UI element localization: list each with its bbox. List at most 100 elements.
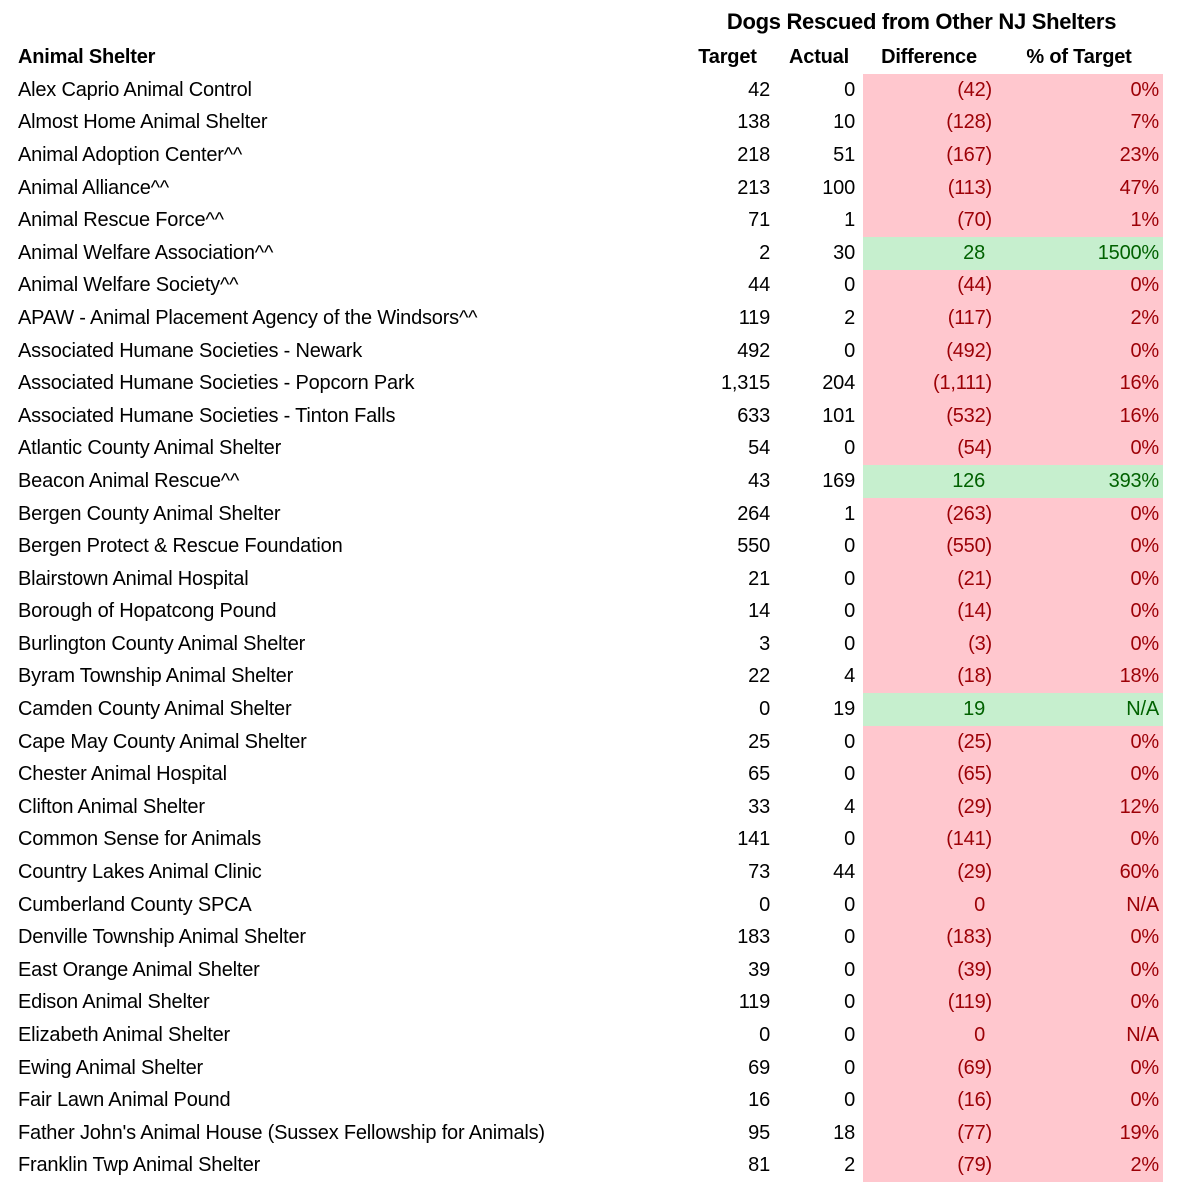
cell-actual[interactable]: 100 [822,176,855,199]
cell-target[interactable]: 218 [737,143,770,166]
cell-difference[interactable]: 0 [863,888,995,922]
column-header-animal-shelter[interactable]: Animal Shelter [18,45,156,68]
cell-difference[interactable]: (79) [863,1149,995,1183]
cell-actual[interactable]: 18 [833,1121,855,1144]
cell-target[interactable]: 54 [748,437,770,460]
cell-difference[interactable]: (18) [863,660,995,694]
column-header-actual[interactable]: Actual [789,45,849,68]
cell-pct-of-target[interactable]: 0% [995,497,1163,531]
cell-pct-of-target[interactable]: 60% [995,856,1163,889]
cell-difference[interactable]: 19 [863,693,995,726]
cell-difference[interactable]: (492) [863,334,995,368]
cell-target[interactable]: 16 [748,1089,770,1112]
column-header-pct-of-target[interactable]: % of Target [1026,45,1132,68]
cell-actual[interactable]: 1 [844,502,855,525]
cell-pct-of-target[interactable]: 1500% [995,236,1163,270]
cell-difference[interactable]: (54) [863,432,995,466]
cell-shelter-name[interactable]: Almost Home Animal Shelter [18,111,268,134]
cell-pct-of-target[interactable]: 2% [995,1149,1163,1183]
cell-shelter-name[interactable]: Byram Township Animal Shelter [18,665,294,688]
cell-pct-of-target[interactable]: 7% [995,106,1163,140]
cell-difference[interactable]: (42) [863,74,995,107]
cell-difference[interactable]: (21) [863,562,995,596]
cell-shelter-name[interactable]: Edison Animal Shelter [18,991,210,1014]
cell-actual[interactable]: 0 [844,78,855,101]
cell-difference[interactable]: (141) [863,823,995,857]
cell-actual[interactable]: 0 [844,828,855,851]
cell-target[interactable]: 39 [748,958,770,981]
cell-target[interactable]: 25 [748,730,770,753]
cell-shelter-name[interactable]: Fair Lawn Animal Pound [18,1089,231,1112]
cell-shelter-name[interactable]: Associated Humane Societies - Newark [18,339,363,362]
cell-target[interactable]: 492 [737,339,770,362]
cell-difference[interactable]: (69) [863,1051,995,1085]
cell-difference[interactable]: (44) [863,269,995,303]
column-header-difference[interactable]: Difference [881,45,977,68]
cell-target[interactable]: 119 [738,991,770,1014]
cell-target[interactable]: 183 [737,926,770,949]
cell-shelter-name[interactable]: Chester Animal Hospital [18,763,227,786]
cell-pct-of-target[interactable]: 0% [995,758,1163,792]
cell-target[interactable]: 2 [759,241,770,264]
cell-target[interactable]: 43 [748,469,770,492]
cell-actual[interactable]: 0 [844,926,855,949]
cell-target[interactable]: 141 [737,828,770,851]
cell-difference[interactable]: (263) [863,497,995,531]
cell-shelter-name[interactable]: Camden County Animal Shelter [18,698,292,721]
cell-pct-of-target[interactable]: 47% [995,171,1163,205]
cell-actual[interactable]: 0 [844,567,855,590]
cell-pct-of-target[interactable]: 393% [995,465,1163,498]
cell-difference[interactable]: (77) [863,1117,995,1150]
cell-difference[interactable]: (65) [863,758,995,792]
cell-pct-of-target[interactable]: 2% [995,302,1163,335]
cell-difference[interactable]: (14) [863,595,995,629]
cell-actual[interactable]: 0 [844,1089,855,1112]
cell-target[interactable]: 213 [737,176,770,199]
cell-actual[interactable]: 204 [822,372,855,395]
cell-shelter-name[interactable]: Animal Rescue Force^^ [18,209,224,232]
cell-shelter-name[interactable]: Common Sense for Animals [18,828,262,851]
cell-shelter-name[interactable]: Elizabeth Animal Shelter [18,1024,230,1047]
cell-target[interactable]: 550 [737,535,770,558]
cell-actual[interactable]: 0 [844,991,855,1014]
cell-shelter-name[interactable]: Country Lakes Animal Clinic [18,861,262,884]
cell-pct-of-target[interactable]: 0% [995,269,1163,303]
cell-difference[interactable]: 28 [863,236,995,270]
cell-pct-of-target[interactable]: 23% [995,139,1163,172]
cell-shelter-name[interactable]: Cumberland County SPCA [18,893,252,916]
cell-pct-of-target[interactable]: 1% [995,204,1163,237]
cell-difference[interactable]: (3) [863,628,995,661]
cell-shelter-name[interactable]: Father John's Animal House (Sussex Fello… [18,1121,545,1144]
cell-difference[interactable]: (70) [863,204,995,237]
cell-difference[interactable]: (117) [863,302,995,335]
cell-pct-of-target[interactable]: 0% [995,432,1163,466]
cell-shelter-name[interactable]: Denville Township Animal Shelter [18,926,306,949]
cell-actual[interactable]: 2 [844,1154,855,1177]
cell-pct-of-target[interactable]: 18% [995,660,1163,694]
cell-difference[interactable]: (183) [863,921,995,955]
cell-target[interactable]: 264 [737,502,770,525]
cell-difference[interactable]: (550) [863,530,995,563]
cell-target[interactable]: 0 [759,893,770,916]
cell-difference[interactable]: (29) [863,856,995,889]
cell-actual[interactable]: 44 [833,861,855,884]
cell-actual[interactable]: 101 [822,404,855,427]
cell-shelter-name[interactable]: East Orange Animal Shelter [18,958,260,981]
cell-pct-of-target[interactable]: 19% [995,1117,1163,1150]
cell-shelter-name[interactable]: Atlantic County Animal Shelter [18,437,282,460]
cell-target[interactable]: 42 [748,78,770,101]
cell-shelter-name[interactable]: Alex Caprio Animal Control [18,78,252,101]
cell-difference[interactable]: 126 [863,465,995,498]
cell-pct-of-target[interactable]: 0% [995,595,1163,629]
cell-actual[interactable]: 0 [844,893,855,916]
cell-actual[interactable]: 1 [844,209,855,232]
cell-difference[interactable]: (1,111) [863,367,995,400]
cell-actual[interactable]: 0 [844,437,855,460]
cell-target[interactable]: 14 [748,600,770,623]
cell-difference[interactable]: (119) [863,986,995,1020]
cell-target[interactable]: 0 [759,698,770,721]
cell-actual[interactable]: 4 [844,665,855,688]
cell-actual[interactable]: 0 [844,1056,855,1079]
cell-difference[interactable]: (29) [863,791,995,824]
cell-shelter-name[interactable]: Associated Humane Societies - Tinton Fal… [18,404,396,427]
